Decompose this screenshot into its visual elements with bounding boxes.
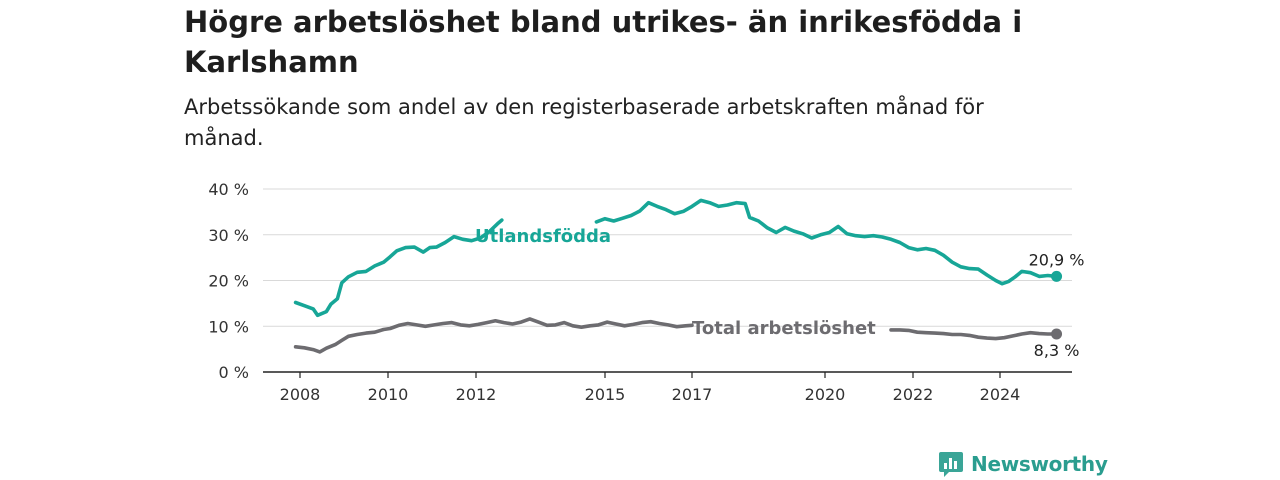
- y-tick-label: 40 %: [208, 180, 249, 199]
- x-tick-label: 2022: [893, 385, 934, 404]
- series-lines: [293, 198, 1063, 354]
- y-tick-label: 10 %: [208, 317, 249, 336]
- series-label-total: Total arbetslöshet: [692, 318, 876, 339]
- series-end-point-2: [1051, 328, 1063, 340]
- end-value-label-total: 8,3 %: [1034, 341, 1080, 360]
- chart-title: Högre arbetslöshet bland utrikes- än inr…: [184, 5, 1023, 79]
- newsworthy-chart-bubble-icon: [939, 452, 963, 477]
- x-tick-label: 2020: [805, 385, 846, 404]
- x-tick-label: 2024: [980, 385, 1021, 404]
- newsworthy-logo: Newsworthy: [938, 449, 1108, 479]
- series-line-2-segment-1: [293, 317, 694, 354]
- series-line-1-segment-1: [293, 218, 504, 318]
- series-label-utlandsfodda: Utlandsfödda: [475, 226, 611, 247]
- y-tick-label: 0 %: [219, 363, 249, 382]
- x-tick-label: 2008: [280, 385, 321, 404]
- x-tick-label: 2017: [672, 385, 713, 404]
- y-tick-label: 30 %: [208, 226, 249, 245]
- x-tick-label: 2010: [368, 385, 409, 404]
- x-axis: 2008 2010 2012 2015 2017 2020 2022 2024: [263, 371, 1072, 404]
- x-tick-label: 2015: [585, 385, 626, 404]
- series-end-point-1: [1051, 270, 1063, 282]
- line-chart: 0 % 10 % 20 % 30 % 40 % 2008 2010 2012 2015 2017…: [208, 180, 1085, 404]
- x-tick-label: 2012: [456, 385, 497, 404]
- y-tick-label: 20 %: [208, 272, 249, 291]
- series-line-1-segment-2: [594, 198, 1059, 286]
- series-labels: Utlandsfödda Total arbetslöshet 20,9 % 8,3 …: [475, 226, 1085, 360]
- chart-subtitle: Arbetssökande som andel av den registerb…: [184, 95, 984, 150]
- y-axis-tick-labels: 0 % 10 % 20 % 30 % 40 %: [208, 180, 249, 382]
- brand-name: Newsworthy: [971, 452, 1108, 476]
- end-value-label-utlandsfodda: 20,9 %: [1029, 250, 1085, 269]
- series-line-2-segment-2: [889, 328, 1059, 341]
